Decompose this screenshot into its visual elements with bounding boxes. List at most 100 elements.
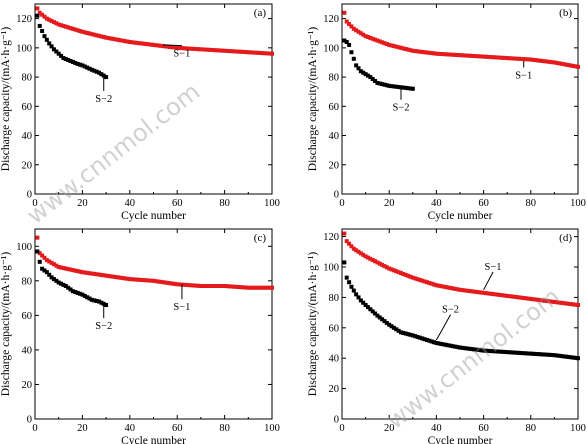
data-point <box>56 280 61 285</box>
data-point <box>146 42 151 47</box>
x-tick-label: 80 <box>219 423 230 434</box>
x-axis-title: Cycle number <box>121 210 186 222</box>
plot-frame <box>34 228 273 420</box>
data-point <box>356 66 361 71</box>
data-point <box>389 267 394 272</box>
data-point <box>391 84 396 89</box>
data-point <box>115 275 120 280</box>
data-point <box>349 24 354 29</box>
data-point <box>394 269 399 274</box>
data-point <box>198 47 203 52</box>
data-point <box>182 46 187 51</box>
data-point <box>120 38 125 43</box>
data-point <box>573 355 578 360</box>
y-tick-label: 100 <box>323 43 339 54</box>
data-point <box>561 354 566 359</box>
data-point <box>358 31 363 36</box>
data-point <box>198 284 203 288</box>
data-point <box>410 86 415 91</box>
data-point <box>99 72 104 77</box>
data-point <box>399 45 403 50</box>
data-point <box>472 347 477 352</box>
data-point <box>410 48 415 53</box>
data-point <box>443 342 448 347</box>
data-point <box>432 282 437 287</box>
x-tick-label: 40 <box>431 423 442 434</box>
data-point <box>354 248 359 253</box>
data-point <box>399 85 403 90</box>
data-point <box>191 283 196 288</box>
annotation-label: S−2 <box>95 321 112 332</box>
data-point <box>153 279 158 284</box>
data-point <box>356 29 361 34</box>
data-point <box>210 48 215 53</box>
data-point <box>137 41 142 46</box>
data-point <box>106 36 111 41</box>
data-point <box>505 293 510 298</box>
data-point <box>476 290 481 295</box>
data-point <box>61 266 66 271</box>
data-point <box>194 47 199 52</box>
data-point <box>382 41 387 46</box>
y-axis-title: Discharge capacity/(mA·h·g⁻¹) <box>0 27 12 172</box>
data-point <box>213 284 218 288</box>
data-point <box>363 72 368 77</box>
data-point <box>82 270 87 275</box>
data-point <box>66 285 71 290</box>
data-point <box>96 33 101 38</box>
data-point <box>61 23 66 28</box>
data-point <box>37 23 42 28</box>
x-tick-label: 100 <box>570 198 586 209</box>
data-point <box>68 287 73 292</box>
data-point <box>213 48 218 53</box>
data-point <box>137 277 142 282</box>
data-point <box>533 351 538 356</box>
data-point <box>361 70 366 75</box>
x-tick-label: 40 <box>125 423 136 434</box>
y-tick-label: 0 <box>27 190 32 201</box>
data-point <box>375 38 380 43</box>
data-point <box>104 75 109 80</box>
data-point <box>101 301 106 306</box>
data-point <box>448 285 453 290</box>
data-point <box>108 274 113 279</box>
data-point <box>479 290 484 295</box>
x-tick-label: 60 <box>478 423 489 434</box>
data-point <box>547 352 552 357</box>
data-point <box>66 58 71 63</box>
data-point <box>37 259 42 264</box>
data-point <box>495 292 500 297</box>
data-point <box>509 294 514 299</box>
data-point <box>80 29 85 34</box>
data-point <box>40 12 45 17</box>
data-point <box>368 256 373 261</box>
data-point <box>227 49 232 54</box>
data-point <box>373 311 378 316</box>
data-point <box>168 44 173 49</box>
data-point <box>531 297 536 302</box>
data-point <box>526 57 531 62</box>
data-point <box>113 37 118 42</box>
data-point <box>89 297 94 302</box>
plot-frame <box>341 228 579 420</box>
plot-frame <box>341 3 579 195</box>
data-point <box>142 278 147 283</box>
data-point <box>68 267 73 272</box>
chart-panel: 0 20 40 60 80 100 0 20 40 60 80 100 120 Cycle number D… <box>307 3 586 222</box>
data-point <box>270 285 274 290</box>
data-point <box>149 278 154 283</box>
data-point <box>401 330 406 335</box>
data-point <box>49 18 54 23</box>
data-point <box>554 353 559 358</box>
data-point <box>70 289 75 294</box>
data-point <box>552 299 557 304</box>
series-s2 <box>35 13 109 80</box>
data-point <box>382 264 387 269</box>
data-point <box>524 296 529 301</box>
data-point <box>115 37 120 42</box>
data-point <box>54 21 59 26</box>
data-point <box>389 84 394 89</box>
data-point <box>361 300 366 305</box>
data-point <box>106 273 111 278</box>
